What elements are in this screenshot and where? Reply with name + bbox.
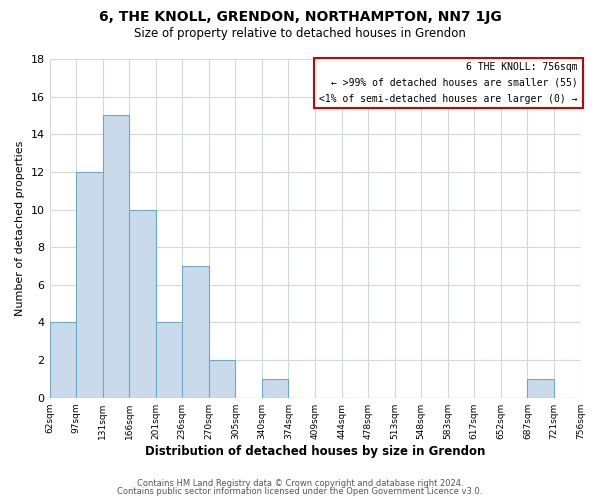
X-axis label: Distribution of detached houses by size in Grendon: Distribution of detached houses by size … [145, 444, 485, 458]
Text: 6, THE KNOLL, GRENDON, NORTHAMPTON, NN7 1JG: 6, THE KNOLL, GRENDON, NORTHAMPTON, NN7 … [98, 10, 502, 24]
Text: 6 THE KNOLL: 756sqm
← >99% of detached houses are smaller (55)
<1% of semi-detac: 6 THE KNOLL: 756sqm ← >99% of detached h… [319, 62, 578, 104]
Bar [76, 172, 103, 398]
Text: Contains HM Land Registry data © Crown copyright and database right 2024.: Contains HM Land Registry data © Crown c… [137, 478, 463, 488]
Text: Contains public sector information licensed under the Open Government Licence v3: Contains public sector information licen… [118, 487, 482, 496]
Bar [527, 379, 554, 398]
Y-axis label: Number of detached properties: Number of detached properties [15, 140, 25, 316]
Bar [50, 322, 76, 398]
Text: Size of property relative to detached houses in Grendon: Size of property relative to detached ho… [134, 28, 466, 40]
Bar [129, 210, 156, 398]
Bar [156, 322, 182, 398]
Bar [262, 379, 289, 398]
Bar [182, 266, 209, 398]
Bar [103, 116, 129, 398]
Bar [209, 360, 235, 398]
